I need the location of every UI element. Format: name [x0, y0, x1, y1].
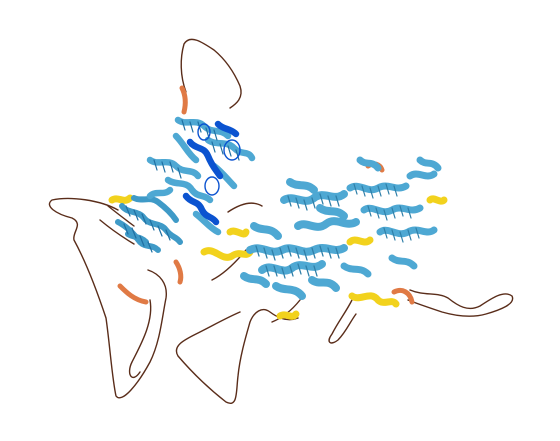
orange-strand-mid: [173, 259, 184, 285]
coil-right: [407, 289, 514, 317]
helix-domain-central: [240, 178, 360, 300]
coil-mid-links: [211, 202, 301, 323]
yellow-helix-left: [200, 247, 254, 261]
orange-strand-left: [117, 283, 149, 305]
helix-end-ring-1: [223, 139, 241, 161]
helix-end-ring-3: [197, 123, 211, 141]
coil-left-connector: [99, 205, 135, 245]
helix-end-ring-2: [204, 176, 220, 196]
coil-left-large: [48, 197, 167, 399]
yellow-helix-right: [346, 236, 374, 246]
yellow-helix-lower: [276, 310, 300, 320]
helix-bundle-left: [115, 195, 183, 253]
yellow-segments: [108, 194, 448, 320]
yellow-helix-farright: [426, 195, 448, 205]
yellow-helix-bottom: [348, 292, 400, 308]
orange-helix-right: [391, 287, 415, 305]
disordered-loops: [48, 38, 514, 404]
coil-top: [180, 38, 242, 109]
yellow-helix-mid: [226, 227, 250, 238]
coil-lower-right: [328, 299, 357, 344]
coil-bottom: [175, 308, 299, 404]
orange-helix-top: [179, 85, 188, 115]
low-confidence-segments: [117, 85, 415, 305]
yellow-helix-top-left: [108, 194, 134, 204]
helix-domain-right: [340, 156, 442, 278]
coil-left-inner: [128, 299, 152, 378]
helix-domain-upper: [146, 116, 256, 236]
